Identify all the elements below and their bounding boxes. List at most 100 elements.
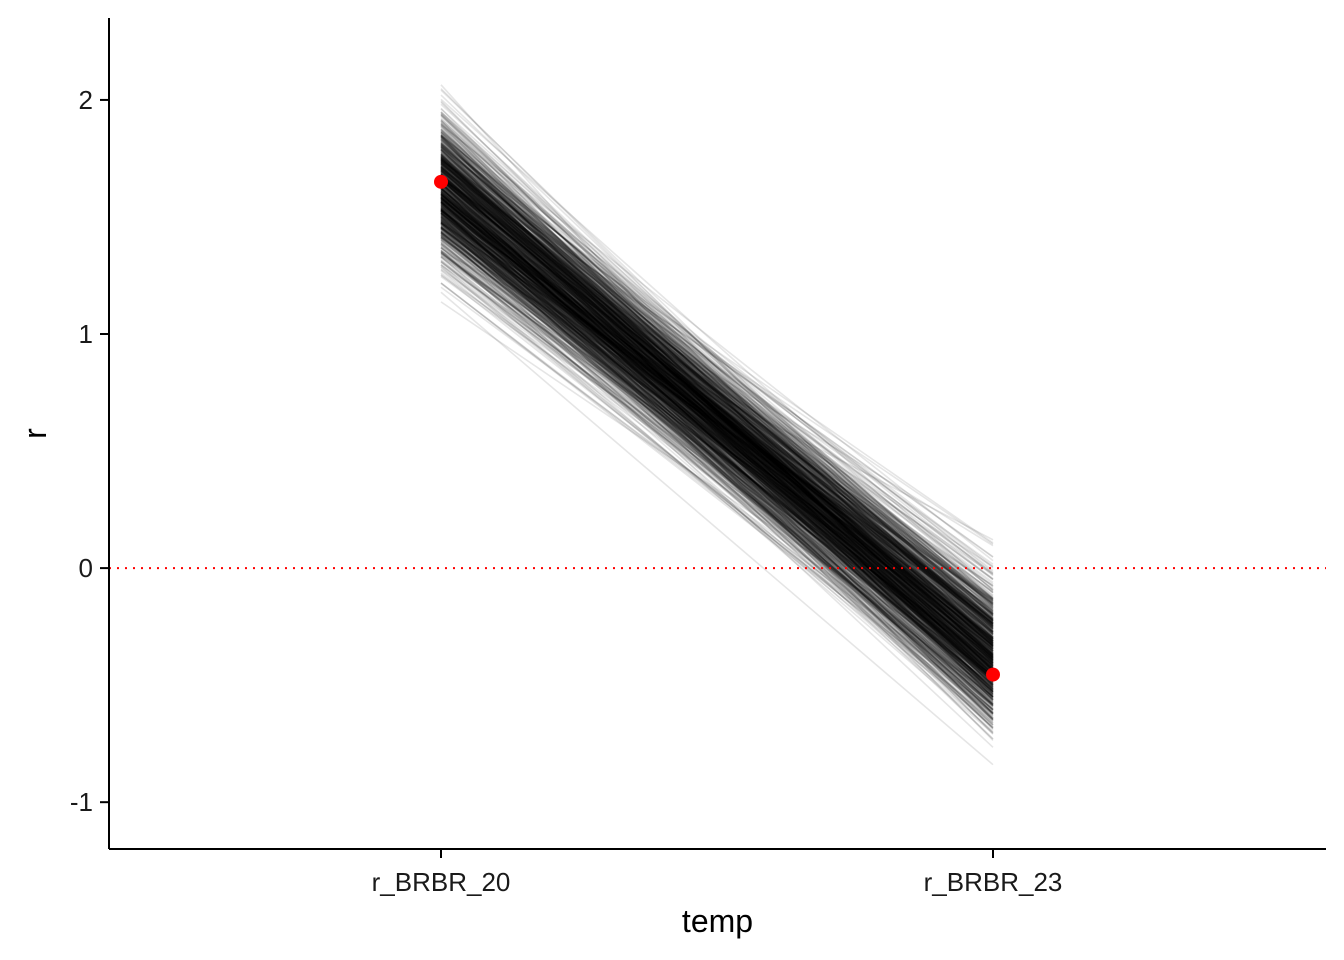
posterior-line [440,182,994,701]
posterior-line [440,143,994,645]
posterior-line [440,259,994,686]
posterior-line [440,196,994,675]
posterior-line [440,178,994,658]
posterior-line [440,132,994,677]
posterior-line [440,291,994,766]
posterior-line [440,250,994,541]
posterior-line [440,225,994,698]
posterior-line [440,144,994,633]
posterior-line [440,188,994,662]
posterior-line [440,201,994,657]
posterior-line [440,154,994,669]
posterior-line [440,116,994,662]
posterior-line [440,195,994,656]
posterior-line [440,232,994,646]
posterior-line [440,211,994,677]
posterior-line [440,141,994,660]
posterior-line [440,165,994,615]
posterior-line [440,207,994,700]
posterior-line [440,185,994,661]
posterior-line [440,184,994,681]
posterior-line [440,213,994,680]
posterior-line [440,196,994,707]
posterior-line [440,178,994,641]
posterior-line [440,147,994,607]
posterior-line [440,225,994,693]
posterior-line [440,228,994,650]
posterior-line [440,151,994,627]
posterior-line [440,210,994,690]
posterior-line [440,252,994,658]
posterior-line [440,208,994,726]
posterior-line [440,186,994,652]
posterior-line [440,246,994,729]
posterior-line [440,153,994,714]
posterior-line [440,238,994,705]
posterior-line [440,166,994,645]
posterior-line [440,153,994,676]
posterior-line [440,197,994,678]
posterior-line [440,148,994,671]
posterior-line [440,173,994,683]
posterior-line [440,145,994,626]
posterior-line [440,179,994,693]
posterior-line [440,269,994,676]
posterior-line [440,182,994,671]
posterior-line [440,155,994,672]
posterior-line [440,157,994,640]
posterior-line [440,235,994,687]
posterior-line [440,211,994,721]
posterior-line [440,242,994,701]
posterior-line [440,176,994,604]
posterior-line [440,144,994,627]
posterior-line [440,244,994,707]
posterior-line [440,162,994,575]
posterior-line [440,161,994,681]
posterior-line [440,103,994,615]
posterior-line [440,203,994,681]
posterior-line [440,147,994,692]
posterior-line [440,197,994,699]
posterior-line [440,247,994,625]
posterior-line [440,189,994,657]
posterior-line [440,157,994,594]
posterior-line [440,178,994,682]
posterior-line [440,149,994,633]
posterior-line [440,212,994,621]
posterior-line [440,165,994,659]
posterior-line [440,161,994,638]
posterior-line [440,175,994,627]
posterior-line [440,206,994,653]
posterior-line [440,201,994,659]
posterior-line [440,183,994,600]
posterior-line [440,219,994,714]
posterior-line [440,160,994,645]
posterior-line [440,236,994,676]
posterior-line [440,191,994,678]
posterior-line [440,217,994,625]
posterior-line [440,193,994,641]
posterior-line [440,254,994,655]
posterior-line [440,209,994,674]
posterior-line [440,226,994,644]
posterior-line [440,145,994,617]
posterior-line [440,205,994,639]
posterior-line [440,220,994,705]
posterior-line [440,202,994,675]
posterior-line [440,158,994,628]
posterior-line [440,215,994,637]
posterior-line [440,216,994,624]
posterior-line [440,165,994,659]
posterior-line [440,162,994,652]
posterior-line [440,166,994,647]
posterior-line [440,213,994,670]
posterior-line [440,210,994,663]
posterior-line [440,194,994,635]
posterior-line [440,175,994,606]
posterior-line [440,219,994,649]
posterior-line [440,207,994,701]
posterior-line [440,227,994,623]
posterior-line [440,193,994,691]
posterior-line [440,226,994,622]
posterior-line [440,213,994,669]
